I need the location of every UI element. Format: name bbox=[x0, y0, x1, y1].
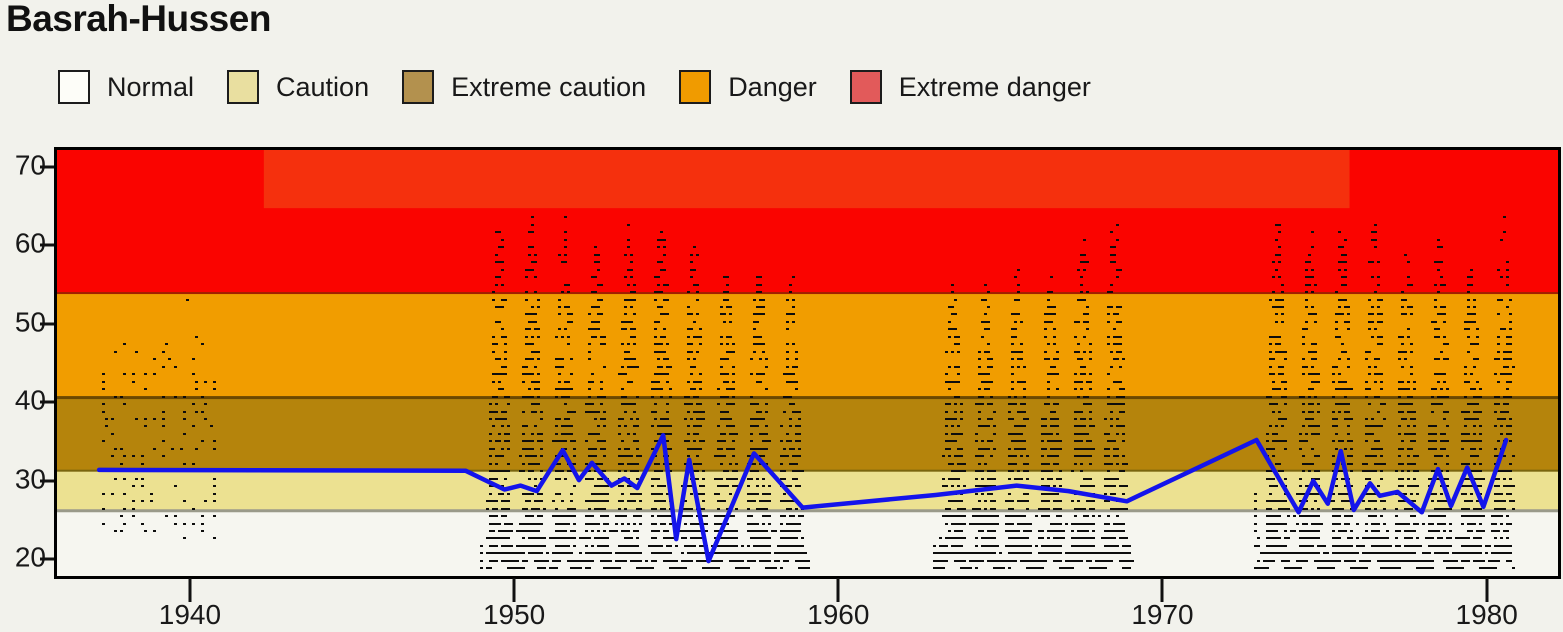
x-tick-mark-1960 bbox=[836, 578, 840, 602]
chart-canvas bbox=[57, 150, 1558, 576]
band-boundary-line bbox=[57, 396, 1558, 400]
x-tick-mark-1950 bbox=[512, 578, 516, 602]
y-tick-mark-30 bbox=[40, 479, 56, 483]
y-tick-label-70: 70 bbox=[14, 149, 46, 181]
y-tick-label-50: 50 bbox=[14, 306, 46, 338]
y-tick-label-60: 60 bbox=[14, 227, 46, 259]
x-tick-mark-1970 bbox=[1160, 578, 1164, 602]
x-tick-label-1980: 1980 bbox=[1455, 599, 1518, 630]
band-danger bbox=[57, 293, 1558, 398]
y-tick-label-40: 40 bbox=[14, 385, 46, 417]
highlight-rect bbox=[263, 150, 1350, 209]
legend-label-extreme-danger: Extreme danger bbox=[898, 71, 1091, 102]
legend-item-extreme-caution: Extreme caution bbox=[402, 70, 646, 104]
band-extreme-caution bbox=[57, 397, 1558, 471]
legend-item-caution: Caution bbox=[227, 70, 369, 104]
y-tick-label-20: 20 bbox=[14, 542, 46, 574]
legend-swatch-extreme-caution bbox=[402, 70, 435, 104]
page-title: Basrah-Hussen bbox=[6, 0, 271, 39]
band-boundary-line bbox=[57, 509, 1558, 513]
x-tick-label-1960: 1960 bbox=[807, 599, 870, 630]
y-tick-mark-20 bbox=[40, 557, 56, 561]
x-tick-label-1940: 1940 bbox=[158, 599, 222, 630]
legend-swatch-extreme-danger bbox=[849, 70, 882, 104]
legend: Normal Caution Extreme caution Danger Ex… bbox=[58, 68, 1091, 106]
band-boundary-line bbox=[57, 292, 1558, 295]
band-boundary-line bbox=[57, 469, 1558, 472]
x-tick-mark-1980 bbox=[1485, 578, 1489, 602]
y-tick-mark-40 bbox=[40, 400, 56, 404]
legend-swatch-danger bbox=[679, 70, 712, 104]
legend-swatch-normal bbox=[58, 70, 90, 104]
legend-label-normal: Normal bbox=[107, 71, 195, 102]
legend-item-normal: Normal bbox=[58, 70, 194, 104]
legend-item-extreme-danger: Extreme danger bbox=[849, 70, 1091, 104]
x-tick-label-1970: 1970 bbox=[1131, 599, 1194, 630]
x-tick-mark-1940 bbox=[188, 578, 192, 602]
legend-swatch-caution bbox=[227, 70, 260, 104]
y-tick-mark-60 bbox=[40, 243, 56, 247]
y-tick-label-30: 30 bbox=[14, 463, 46, 495]
legend-label-caution: Caution bbox=[276, 71, 370, 102]
legend-label-danger: Danger bbox=[728, 71, 817, 102]
y-tick-mark-70 bbox=[40, 165, 56, 168]
legend-label-extreme-caution: Extreme caution bbox=[451, 71, 647, 102]
heat-index-chart bbox=[54, 147, 1561, 579]
band-normal bbox=[57, 510, 1558, 576]
legend-item-danger: Danger bbox=[679, 70, 817, 104]
mean-heat-index-line bbox=[96, 433, 1509, 564]
y-tick-mark-50 bbox=[40, 322, 56, 326]
x-tick-label-1950: 1950 bbox=[482, 599, 546, 630]
